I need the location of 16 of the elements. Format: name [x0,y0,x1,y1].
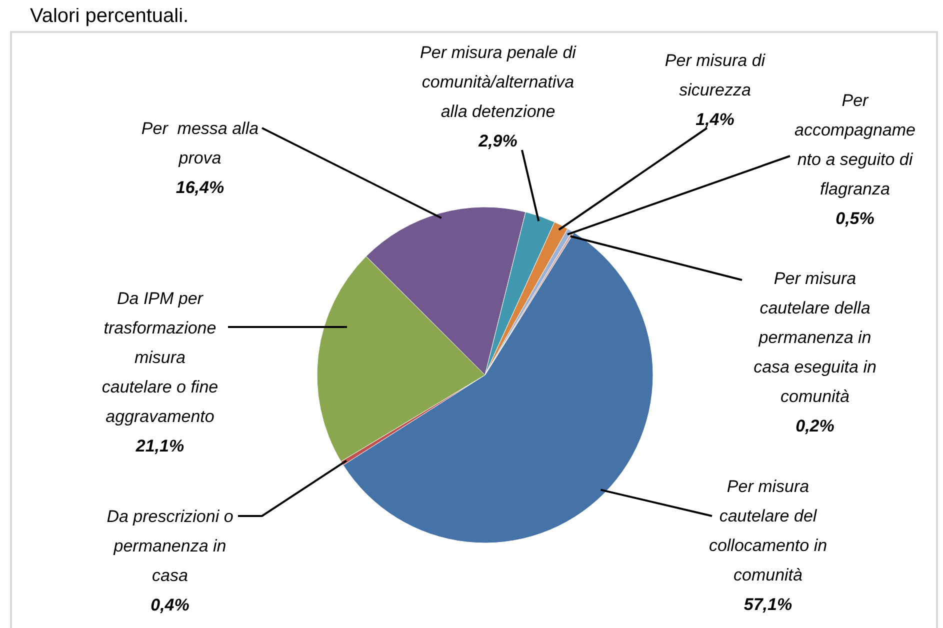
slice-label: Per messa alla prova [141,119,259,168]
data-label: 0,5% [836,209,874,228]
slice-label: Per misura cautelare della permanenza in casa eseguita in comunità [754,269,876,406]
slice-label: Da prescrizioni o permanenza in casa [106,507,234,585]
slice-label: Per misura cautelare del collocamento in comunità [708,477,828,584]
data-label: 1,4% [696,110,734,129]
slice-label: Per misura di sicurezza [664,51,766,100]
slice-label: Per misura penale di comunità/alternativa alla detenzione [420,43,578,121]
data-label: 16,4% [176,178,224,197]
data-label: 2,9% [478,132,518,150]
data-label: 21,1% [134,436,184,456]
data-label: 0,4% [150,596,190,614]
data-label: 57,1% [744,595,792,614]
slice-label: Per accompagname nto a seguito di flagranza [794,91,916,198]
data-label: 0,2% [796,416,834,436]
slice-label: Da IPM per trasformazione misura cautelare o fine aggravamento [102,289,218,426]
